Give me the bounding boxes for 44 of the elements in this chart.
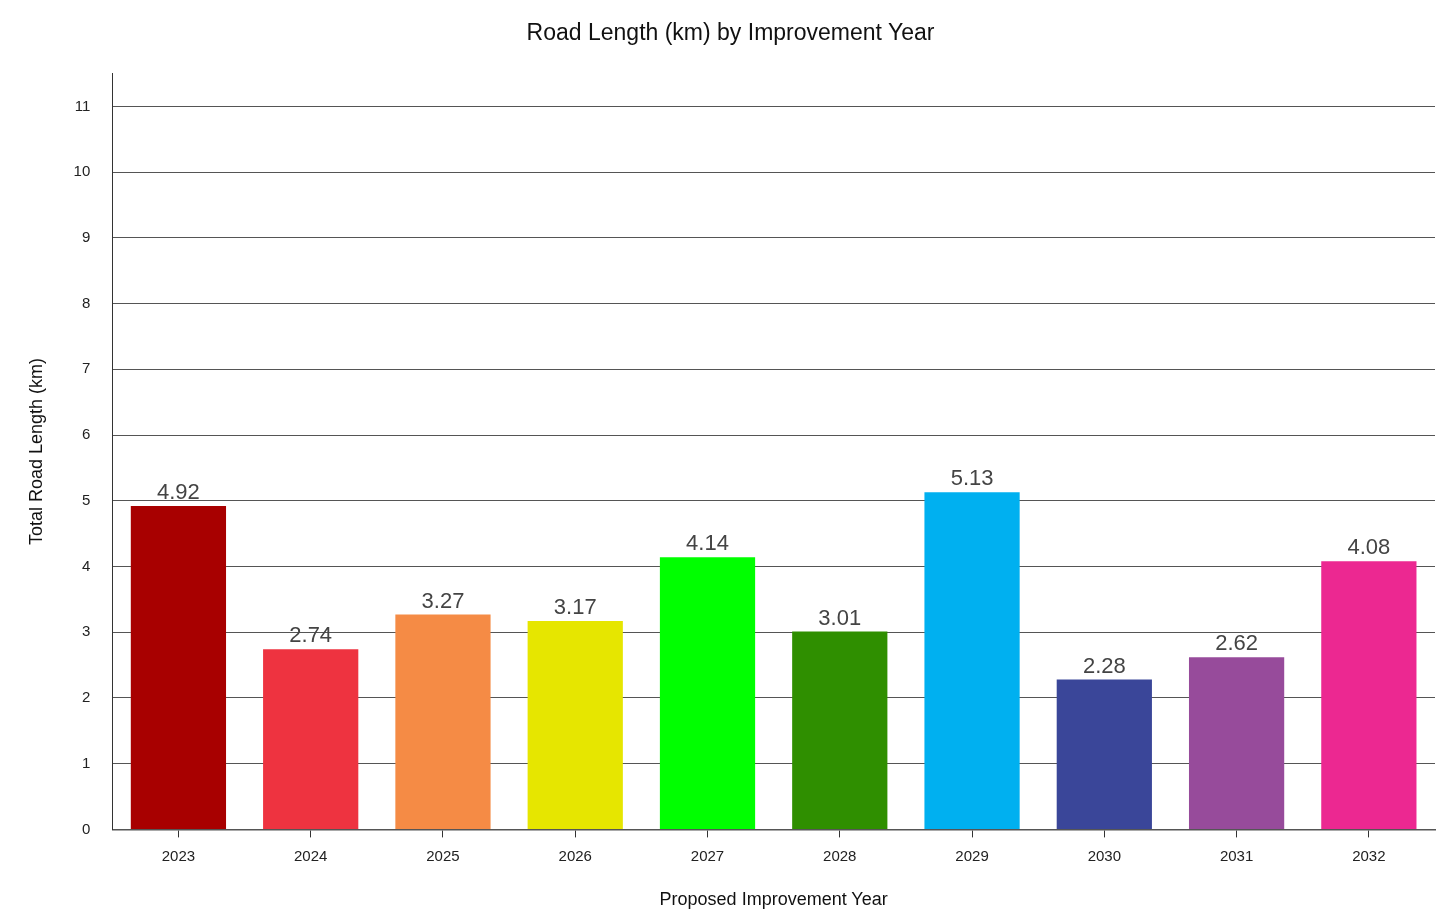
data-label: 5.13 (950, 465, 994, 491)
y-tick-label: 11 (74, 96, 91, 114)
x-tick-label: 2030 (1087, 846, 1122, 864)
y-tick-label: 9 (81, 228, 91, 246)
x-axis-title: Proposed Improvement Year (659, 889, 888, 910)
bar (527, 621, 623, 829)
data-label: 4.14 (686, 530, 729, 556)
x-tick-label: 2025 (426, 846, 460, 864)
data-label: 3.17 (553, 594, 597, 620)
data-label: 2.28 (1082, 652, 1126, 678)
bar (1056, 679, 1152, 829)
y-tick-label: 8 (81, 293, 91, 311)
y-tick-label: 0 (81, 819, 91, 837)
x-tick-label: 2031 (1219, 846, 1254, 864)
x-tick-label: 2027 (690, 846, 725, 864)
y-tick-label: 5 (81, 490, 91, 508)
data-label: 3.01 (818, 604, 862, 630)
y-tick-label: 6 (81, 425, 91, 443)
bar (659, 557, 756, 829)
bar (263, 649, 359, 829)
data-label: 3.27 (421, 587, 465, 613)
y-axis-title: Total Road Length (km) (25, 357, 46, 546)
bar (395, 614, 491, 829)
chart-title: Road Length (km) by Improvement Year (526, 19, 935, 46)
y-tick-label: 3 (81, 622, 91, 640)
bar (1321, 561, 1417, 829)
y-tick-label: 4 (81, 556, 91, 574)
x-tick-label: 2023 (161, 846, 196, 864)
x-tick-label: 2029 (955, 846, 989, 864)
bar (924, 492, 1020, 829)
x-tick-label: 2026 (558, 846, 592, 864)
bar (792, 631, 888, 829)
data-label: 4.08 (1347, 534, 1391, 560)
bar (1188, 657, 1285, 829)
x-tick-label: 2024 (294, 846, 328, 864)
data-label: 2.62 (1215, 630, 1259, 656)
bar (130, 506, 227, 829)
y-tick-label: 7 (81, 359, 91, 377)
y-tick-label: 2 (81, 688, 91, 706)
data-label: 4.92 (157, 479, 200, 505)
y-tick-label: 10 (73, 162, 91, 180)
x-tick-label: 2028 (823, 846, 857, 864)
y-tick-label: 1 (81, 753, 91, 771)
x-tick-label: 2032 (1352, 846, 1386, 864)
